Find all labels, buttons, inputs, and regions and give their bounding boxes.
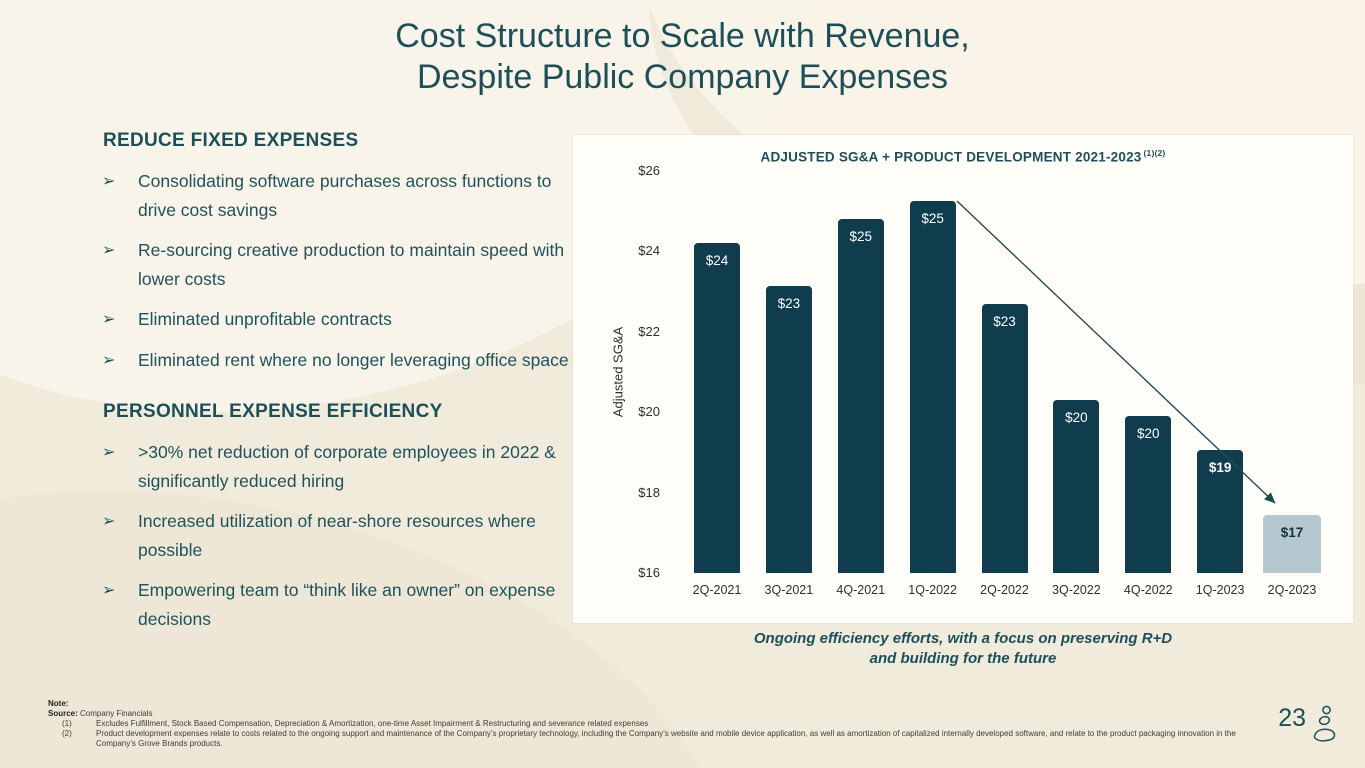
trend-arrow [956, 200, 1276, 504]
footnote-item: (2) Product development expenses relate t… [48, 729, 1238, 749]
bar-value-label: $23 [993, 313, 1016, 329]
footnote-text: Product development expenses relate to c… [96, 729, 1236, 748]
bar-1Q-2023: $19 [1197, 450, 1244, 573]
y-tick-label: $22 [638, 323, 660, 339]
arrowhead-bullet-icon: ➢ [102, 311, 116, 328]
bullet-text: Increased utilization of near-shore reso… [138, 511, 536, 560]
bar-value-label: $20 [1136, 426, 1160, 442]
chart-caption: Ongoing efficiency efforts, with a focus… [573, 629, 1353, 669]
bullet-text: Consolidating software purchases across … [138, 171, 552, 220]
bullet-item: ➢ Eliminated rent where no longer leverag… [100, 346, 578, 375]
x-tick-label: 4Q-2021 [836, 583, 886, 597]
footnote-source: Source: Company Financials [48, 709, 1238, 719]
arrowhead-bullet-icon: ➢ [102, 351, 116, 369]
section-heading-reduce-fixed-expenses: REDUCE FIXED EXPENSES [103, 130, 359, 151]
arrowhead-bullet-icon: ➢ [102, 444, 116, 461]
x-tick-label: 3Q-2021 [764, 583, 814, 597]
bullet-item: ➢ Increased utilization of near-shore res… [100, 507, 578, 564]
bullet-item: ➢ Empowering team to “think like an owner… [100, 576, 578, 633]
y-tick-label: $18 [638, 484, 660, 500]
bar-value-label: $23 [777, 295, 801, 311]
bar-3Q-2021: $23 [765, 285, 812, 573]
bullet-text: Eliminated unprofitable contracts [138, 309, 392, 329]
bar-4Q-2021: $25 [837, 219, 884, 573]
arrowhead-bullet-icon: ➢ [102, 582, 116, 599]
bullet-item: ➢ >30% net reduction of corporate employe… [100, 438, 578, 495]
y-tick-label: $16 [638, 565, 660, 580]
page-number: 23 [1278, 704, 1306, 732]
bullet-text: Empowering team to “think like an owner”… [138, 580, 556, 629]
footnote-number: (2) [62, 729, 72, 738]
chart-caption-line2: and building for the future [869, 650, 1057, 667]
x-tick-label: 2Q-2023 [1267, 583, 1317, 597]
chart-title-footnote-refs: (1)(2) [1143, 148, 1166, 158]
bullet-item: ➢ Eliminated unprofitable contracts [100, 305, 578, 334]
bullet-text: Re-sourcing creative production to maint… [138, 240, 565, 289]
bar-3Q-2022: $20 [1053, 400, 1100, 573]
bar-2Q-2022: $23 [981, 303, 1028, 573]
bullet-item: ➢ Re-sourcing creative production to main… [100, 236, 578, 293]
grove-logo-icon [1313, 705, 1336, 742]
x-tick-label: 2Q-2022 [980, 583, 1029, 597]
bullet-list-reduce-fixed-expenses: ➢ Consolidating software purchases across… [100, 167, 578, 374]
slide-title-line1: Cost Structure to Scale with Revenue, [395, 17, 970, 55]
arrowhead-bullet-icon: ➢ [102, 513, 116, 530]
footnote-item: (1) Excludes Fulfillment, Stock Based Com… [48, 719, 1238, 729]
x-tick-label: 2Q-2021 [692, 583, 742, 597]
left-panel: REDUCE FIXED EXPENSES ➢ Consolidating sof… [100, 130, 578, 645]
bar-value-label: $17 [1280, 524, 1304, 540]
arrowhead-bullet-icon: ➢ [102, 173, 116, 190]
y-tick-label: $26 [638, 163, 660, 178]
footnote-note-label: Note: [48, 699, 69, 708]
page-footer: 23 [1278, 703, 1337, 743]
footnote-text: Excludes Fulfillment, Stock Based Compen… [96, 719, 649, 728]
chart-caption-line1: Ongoing efficiency efforts, with a focus… [753, 630, 1173, 647]
section-heading-personnel-expense-efficiency: PERSONNEL EXPENSE EFFICIENCY [103, 401, 443, 422]
x-tick-label: 3Q-2022 [1052, 583, 1101, 597]
bar-1Q-2022: $25 [909, 201, 956, 573]
x-tick-label: 4Q-2022 [1123, 583, 1173, 597]
y-tick-label: $20 [638, 404, 660, 420]
slide-title-line2: Despite Public Company Expenses [416, 58, 949, 96]
footnote-items: (1) Excludes Fulfillment, Stock Based Com… [48, 719, 1238, 749]
footnote-number: (1) [62, 719, 72, 728]
bar-2Q-2021: $24 [694, 243, 740, 573]
chart-panel: ADJUSTED SG&A + PRODUCT DEVELOPMENT 2021… [573, 135, 1353, 623]
footnote-source-text: Company Financials [80, 709, 153, 718]
bar-value-label: $19 [1208, 460, 1232, 476]
bar-4Q-2022: $20 [1125, 416, 1172, 573]
bar-value-label: $25 [921, 211, 944, 227]
bullet-text: >30% net reduction of corporate employee… [138, 442, 556, 491]
bar-value-label: $25 [849, 229, 873, 245]
x-tick-label: 1Q-2023 [1195, 583, 1245, 597]
bar-value-label: $20 [1065, 410, 1088, 426]
bar-value-label: $24 [705, 253, 729, 269]
y-tick-label: $24 [638, 243, 660, 259]
slide-title: Cost Structure to Scale with Revenue, Des… [0, 16, 1365, 98]
footnote-source-label: Source: [48, 709, 78, 718]
bar-2Q-2023: $17 [1263, 514, 1321, 573]
bullet-text: Eliminated rent where no longer leveragi… [138, 349, 569, 370]
bullet-item: ➢ Consolidating software purchases across… [100, 167, 578, 224]
footnotes: Note: Source: Company Financials (1) Excl… [48, 699, 1238, 749]
chart-title-text: ADJUSTED SG&A + PRODUCT DEVELOPMENT 2021… [760, 149, 1142, 165]
arrowhead-bullet-icon: ➢ [102, 242, 116, 259]
chart-title: ADJUSTED SG&A + PRODUCT DEVELOPMENT 2021… [573, 148, 1353, 165]
x-tick-label: 1Q-2022 [908, 583, 957, 597]
bullet-list-personnel-expense-efficiency: ➢ >30% net reduction of corporate employe… [100, 438, 578, 633]
